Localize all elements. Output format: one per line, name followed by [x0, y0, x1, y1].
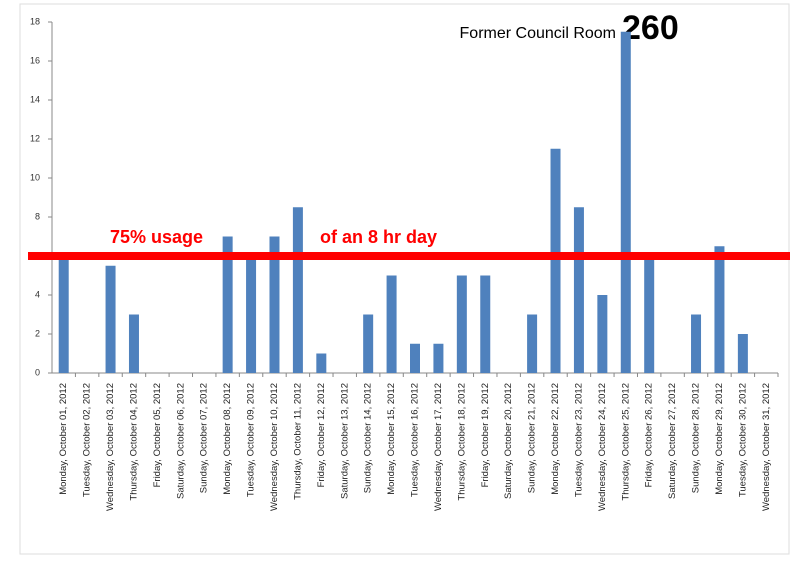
x-tick-label: Tuesday, October 16, 2012 [410, 383, 421, 497]
x-tick-label: Friday, October 19, 2012 [480, 383, 491, 487]
x-tick-label: Friday, October 12, 2012 [316, 383, 327, 487]
y-tick-label: 10 [30, 172, 40, 182]
x-tick-label: Saturday, October 20, 2012 [503, 383, 514, 499]
x-tick-label: Monday, October 08, 2012 [222, 383, 233, 495]
x-tick-label: Wednesday, October 03, 2012 [105, 383, 116, 511]
bar [363, 314, 374, 373]
bar [597, 295, 608, 373]
bar [246, 256, 257, 373]
bar [527, 314, 538, 373]
chart-title: Former Council Room [460, 25, 616, 42]
bar [222, 236, 233, 373]
x-tick-label: Sunday, October 21, 2012 [527, 383, 538, 493]
y-tick-label: 8 [35, 211, 40, 221]
chart-border [19, 3, 790, 555]
x-tick-label: Wednesday, October 31, 2012 [761, 383, 772, 511]
bar [573, 207, 584, 373]
x-tick-label: Tuesday, October 02, 2012 [82, 383, 93, 497]
bar [58, 256, 69, 373]
y-tick-label: 0 [35, 367, 40, 377]
bar [128, 314, 139, 373]
bar [386, 275, 397, 373]
x-tick-label: Thursday, October 25, 2012 [620, 383, 631, 501]
x-tick-label: Monday, October 22, 2012 [550, 383, 561, 495]
x-tick-label: Thursday, October 04, 2012 [128, 383, 139, 501]
x-tick-label: Sunday, October 07, 2012 [199, 383, 210, 493]
x-tick-label: Tuesday, October 30, 2012 [737, 383, 748, 497]
x-tick-label: Monday, October 01, 2012 [58, 383, 69, 495]
x-tick-label: Sunday, October 28, 2012 [691, 383, 702, 493]
x-tick-label: Wednesday, October 10, 2012 [269, 383, 280, 511]
x-tick-label: Sunday, October 14, 2012 [363, 383, 374, 493]
bar [644, 256, 655, 373]
bar [269, 236, 280, 373]
threshold-label: of an 8 hr day [320, 227, 437, 247]
x-tick-label: Friday, October 05, 2012 [152, 383, 163, 487]
bar [105, 265, 116, 373]
x-tick-label: Monday, October 15, 2012 [386, 383, 397, 495]
x-tick-label: Saturday, October 06, 2012 [175, 383, 186, 499]
threshold-label: 75% usage [110, 227, 203, 247]
bar [737, 334, 748, 373]
y-tick-label: 2 [35, 328, 40, 338]
chart-subtitle: 260 [622, 9, 679, 47]
bar [620, 31, 631, 373]
x-tick-label: Tuesday, October 09, 2012 [246, 383, 257, 497]
bar [714, 246, 725, 373]
x-tick-label: Wednesday, October 24, 2012 [597, 383, 608, 511]
x-tick-label: Saturday, October 27, 2012 [667, 383, 678, 499]
x-tick-label: Thursday, October 11, 2012 [292, 383, 303, 500]
y-tick-label: 16 [30, 55, 40, 65]
y-tick-label: 18 [30, 16, 40, 26]
x-tick-label: Monday, October 29, 2012 [714, 383, 725, 495]
bar [480, 275, 491, 373]
bar [410, 343, 420, 373]
y-tick-label: 12 [30, 133, 40, 143]
y-tick-label: 4 [35, 289, 40, 299]
x-tick-label: Tuesday, October 23, 2012 [573, 383, 584, 497]
bar [433, 343, 444, 373]
bar [316, 353, 327, 373]
x-tick-label: Saturday, October 13, 2012 [339, 383, 350, 499]
bar [550, 148, 561, 373]
bar [292, 207, 303, 373]
bar [691, 314, 702, 373]
x-tick-label: Friday, October 26, 2012 [644, 383, 655, 487]
x-tick-label: Wednesday, October 17, 2012 [433, 383, 444, 511]
x-tick-label: Thursday, October 18, 2012 [456, 383, 467, 501]
y-tick-label: 14 [30, 94, 40, 104]
bar [456, 275, 467, 373]
